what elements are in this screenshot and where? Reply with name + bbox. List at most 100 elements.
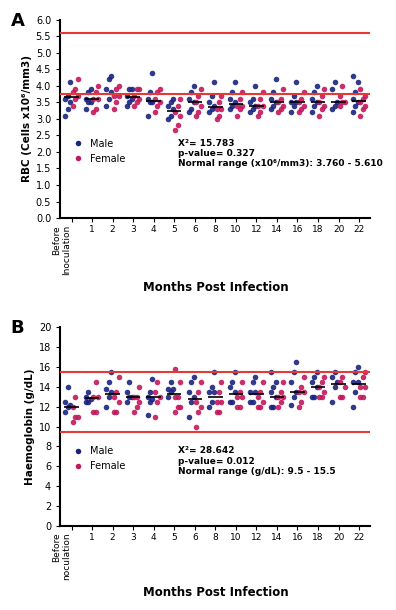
Point — [188, 397, 194, 407]
Point — [293, 98, 299, 107]
Point — [321, 387, 327, 396]
Point — [108, 387, 114, 396]
Point — [83, 392, 89, 401]
Point — [316, 392, 322, 401]
Point — [291, 91, 297, 101]
Point — [110, 407, 117, 417]
Point — [72, 392, 78, 401]
Point — [298, 382, 305, 392]
Point — [154, 397, 160, 407]
Point — [113, 84, 120, 94]
Text: B: B — [11, 320, 24, 337]
Point — [108, 71, 114, 81]
Point — [195, 387, 202, 396]
Point — [195, 91, 202, 101]
Point — [218, 104, 225, 114]
Point — [188, 377, 194, 387]
Point — [67, 98, 73, 107]
Point — [93, 87, 99, 97]
Point — [126, 84, 133, 94]
Point — [332, 382, 338, 392]
Point — [190, 392, 197, 401]
Point — [278, 387, 284, 396]
Point — [316, 98, 322, 107]
Point — [110, 104, 117, 114]
Point — [234, 402, 240, 412]
Point — [124, 387, 130, 396]
Point — [311, 372, 318, 382]
Point — [157, 392, 163, 401]
Point — [309, 94, 315, 104]
Point — [170, 94, 176, 104]
Point — [275, 392, 281, 401]
Point — [131, 101, 137, 110]
Point — [170, 384, 176, 393]
Point — [298, 104, 305, 114]
Point — [108, 87, 114, 97]
Point — [293, 387, 299, 396]
Point — [177, 402, 184, 412]
Point — [249, 397, 256, 407]
Point — [103, 84, 110, 94]
Point — [116, 372, 122, 382]
Point — [339, 372, 345, 382]
Point — [145, 392, 151, 401]
Point — [288, 400, 295, 409]
Point — [206, 107, 212, 117]
Point — [147, 98, 153, 107]
Point — [257, 94, 263, 104]
Point — [216, 407, 222, 417]
Point — [316, 110, 322, 120]
Point — [62, 397, 69, 407]
Point — [211, 77, 217, 87]
Point — [129, 392, 135, 401]
Point — [177, 110, 184, 120]
Point — [90, 107, 97, 117]
Point — [255, 392, 261, 401]
Point — [291, 367, 297, 377]
Point — [129, 94, 135, 104]
Point — [352, 387, 359, 396]
Point — [168, 98, 174, 107]
Point — [234, 110, 240, 120]
Point — [216, 98, 222, 107]
Point — [154, 101, 160, 110]
Point — [268, 387, 274, 396]
Point — [190, 372, 197, 382]
Point — [255, 402, 261, 412]
Point — [198, 101, 204, 110]
Point — [236, 104, 243, 114]
Point — [231, 98, 238, 107]
Point — [126, 377, 133, 387]
Point — [362, 382, 368, 392]
Point — [350, 94, 356, 104]
Point — [198, 402, 204, 412]
Point — [318, 91, 325, 101]
Point — [229, 377, 235, 387]
Point — [83, 94, 89, 104]
Point — [249, 377, 256, 387]
Point — [247, 387, 253, 396]
Point — [72, 412, 78, 422]
Point — [318, 377, 325, 387]
Point — [236, 387, 243, 396]
Point — [124, 91, 130, 101]
Point — [291, 101, 297, 110]
Point — [231, 77, 238, 87]
Point — [72, 84, 78, 94]
Point — [165, 392, 171, 401]
Point — [93, 407, 99, 417]
Point — [70, 101, 76, 110]
Point — [337, 101, 343, 110]
Point — [257, 387, 263, 396]
Point — [208, 104, 215, 114]
Point — [149, 374, 156, 384]
Point — [229, 87, 235, 97]
Point — [147, 387, 153, 396]
Point — [136, 84, 143, 94]
Point — [229, 101, 235, 110]
Point — [227, 94, 233, 104]
Point — [106, 392, 112, 401]
Point — [218, 91, 225, 101]
Point — [298, 94, 305, 104]
